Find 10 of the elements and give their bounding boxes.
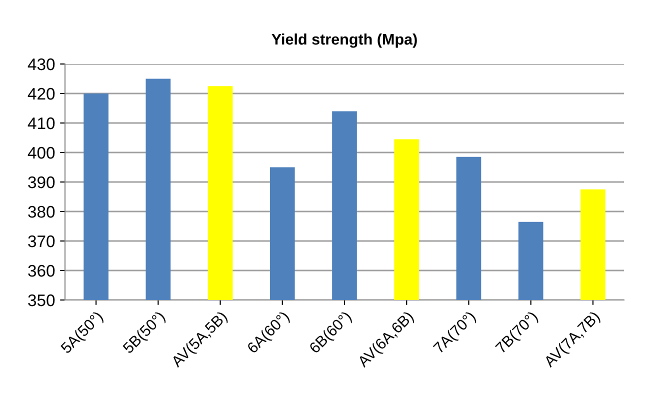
y-tick-label: 350 — [28, 294, 55, 306]
y-tick-label: 420 — [28, 88, 55, 100]
chart-title: Yield strength (Mpa) — [272, 33, 417, 48]
y-tick-label: 360 — [28, 264, 55, 277]
y-tick-label: 430 — [28, 58, 55, 70]
y-tick-label: 410 — [28, 117, 55, 130]
y-tick-label: 370 — [28, 235, 55, 248]
y-tick-label: 380 — [28, 206, 55, 218]
y-tick-label: 400 — [28, 146, 55, 159]
y-tick-label: 390 — [28, 176, 55, 188]
